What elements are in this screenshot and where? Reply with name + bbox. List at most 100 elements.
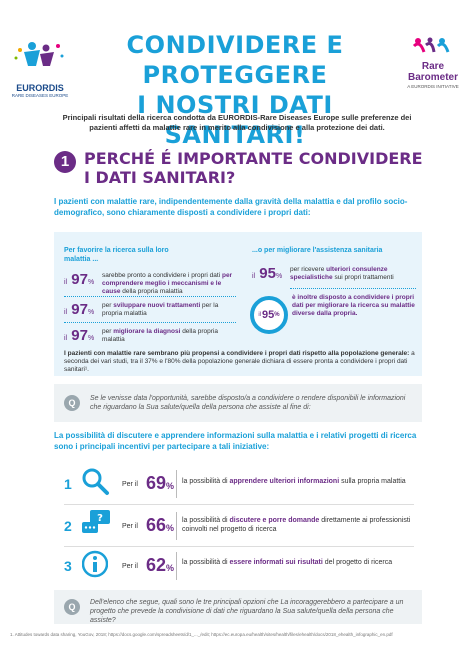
row-text-pre: la possibilità di	[182, 478, 230, 485]
row-text-pre: la possibilità di	[182, 559, 230, 566]
stat-value: 97	[71, 271, 88, 288]
rare-barometer-tagline: A EURORDIS INITIATIVE	[407, 84, 459, 89]
section-1-title-line-2: I DATI SANITARI?	[84, 168, 236, 187]
stat-text-bold: sviluppare nuovi trattamenti	[113, 302, 201, 309]
row-value: 66	[146, 515, 167, 535]
magnifier-icon	[82, 468, 109, 495]
divider	[64, 296, 236, 297]
row-text-bold: essere informati sui risultati	[229, 559, 323, 566]
row-text-bold: apprendere ulteriori informazioni	[229, 478, 340, 485]
row-text-bold: discutere e porre domande	[229, 517, 320, 524]
row-2-per: Per il	[122, 523, 138, 530]
section-1-title-line-1: PERCHÉ É IMPORTANTE CONDIVIDERE	[84, 149, 423, 168]
question-icon: Q	[64, 395, 80, 411]
stat-unit: %	[87, 279, 95, 286]
stat-unit: %	[274, 312, 280, 318]
stat-prefix: il	[252, 273, 256, 280]
percent-ring: il 95%	[250, 296, 288, 334]
eurordis-figures-icon	[14, 42, 64, 66]
stat-text-bold: ulteriori consulenze specialistiche	[290, 266, 388, 281]
stat-value: 97	[71, 327, 88, 344]
eurordis-logo: EURORDIS RARE DISEASES EUROPE	[10, 38, 70, 98]
stat-text-bold: è inoltre disposto a condividere i propr…	[292, 294, 415, 317]
right-stat-1: il 95% per ricevere ulteriori consulenze…	[252, 264, 420, 284]
divider	[64, 322, 236, 323]
row-separator	[176, 470, 177, 498]
row-2-text: la possibilità di discutere e porre doma…	[182, 516, 412, 534]
right-stat-2: è inoltre disposto a condividere i propr…	[292, 294, 418, 318]
row-1-percent: 69%	[146, 473, 174, 494]
row-unit: %	[166, 563, 175, 573]
row-text-pre: la possibilità di	[182, 517, 230, 524]
stat-text-post: per la propria malattia	[102, 302, 219, 317]
row-text-post: direttamente ai professionisti coinvolti…	[182, 517, 411, 533]
stat-text-post: della propria malattia	[102, 328, 218, 343]
stat-text: sarebbe pronto a condividere i propri da…	[102, 272, 222, 279]
row-separator	[176, 552, 177, 580]
stat-value: 95	[259, 265, 276, 282]
stat-prefix: il	[258, 312, 262, 318]
question-box-1: Q Se le venisse data l'opportunità, sare…	[54, 384, 422, 422]
stats-panel: Per favorire la ricerca sulla loro malat…	[54, 232, 422, 376]
stat-text: per	[102, 328, 114, 335]
row-divider	[64, 504, 414, 505]
row-3-text: la possibilità di essere informati sui r…	[182, 558, 412, 567]
left-stat-3: il 97% per migliorare la diagnosi della …	[64, 328, 240, 346]
title-line-1: CONDIVIDERE E PROTEGGERE	[126, 31, 344, 89]
question-box-2: Q Dell'elenco che segue, quali sono le t…	[54, 590, 422, 624]
row-2-number: 2	[64, 518, 72, 534]
stat-text: per	[102, 302, 114, 309]
row-divider	[64, 546, 414, 547]
rare-barometer-name-2: Barometer	[407, 72, 459, 83]
row-text-post: sulla propria malattia	[339, 478, 406, 485]
divider	[290, 288, 416, 289]
row-value: 62	[146, 555, 167, 575]
svg-text:?: ?	[97, 513, 103, 524]
eurordis-tagline: RARE DISEASES EUROPE	[11, 93, 69, 98]
left-column-heading: Per favorire la ricerca sulla loro malat…	[64, 247, 169, 263]
info-icon	[82, 550, 108, 578]
stat-text-bold: migliorare la diagnosi	[113, 328, 181, 335]
stat-value: 95	[262, 309, 275, 321]
stat-unit: %	[87, 335, 95, 342]
row-2-percent: 66%	[146, 515, 174, 536]
summary-bold: I pazienti con malattie rare sembrano pi…	[64, 350, 410, 357]
footnote: 1. Attitudes towards data sharing, YouGo…	[10, 632, 393, 637]
row-text-post: del progetto di ricerca	[322, 559, 393, 566]
stat-text-post: sui propri trattamenti	[332, 274, 394, 281]
stat-prefix: il	[64, 309, 68, 316]
speech-bubbles-icon: ?	[82, 510, 110, 533]
row-separator	[176, 512, 177, 540]
row-1-per: Per il	[122, 481, 138, 488]
rare-barometer-logo: Rare Barometer A EURORDIS INITIATIVE	[398, 36, 468, 89]
summary-rest: a seconda dei vari studi, tra il 37% e l…	[64, 350, 415, 373]
stat-prefix: il	[64, 335, 68, 342]
stat-value: 97	[71, 301, 88, 318]
stat-prefix: il	[64, 279, 68, 286]
stat-unit: %	[87, 309, 95, 316]
eurordis-name: EURORDIS	[16, 83, 64, 93]
row-1-number: 1	[64, 476, 72, 492]
right-column-heading: ...o per migliorare l'assistenza sanitar…	[252, 247, 383, 254]
question-icon: Q	[64, 599, 80, 615]
section-1-number: 1	[54, 151, 76, 173]
intro-text: Principali risultati della ricerca condo…	[62, 113, 412, 132]
left-stat-1: il 97% sarebbe pronto a condividere i pr…	[64, 272, 240, 296]
question-2-text: Dell'elenco che segue, quali sono le tre…	[90, 599, 404, 624]
rare-barometer-figures-icon	[412, 37, 450, 53]
row-unit: %	[166, 481, 175, 491]
question-1-text: Se le venisse data l'opportunità, sarebb…	[90, 395, 406, 411]
section-1-lead: I pazienti con malattie rare, indipenden…	[54, 197, 408, 217]
left-stat-2: il 97% per sviluppare nuovi trattamenti …	[64, 302, 240, 320]
stat-text-bold: per comprendere meglio i meccanismi e le…	[102, 272, 233, 295]
row-1-text: la possibilità di apprendere ulteriori i…	[182, 477, 412, 486]
stat-text: per ricevere	[290, 266, 327, 273]
summary-text: I pazienti con malattie rare sembrano pi…	[64, 350, 416, 374]
row-value: 69	[146, 473, 167, 493]
row-3-per: Per il	[122, 563, 138, 570]
stat-text-post: della propria malattia	[120, 288, 183, 295]
row-3-number: 3	[64, 558, 72, 574]
row-3-percent: 62%	[146, 555, 174, 576]
row-unit: %	[166, 523, 175, 533]
rare-barometer-name-1: Rare	[421, 61, 445, 72]
